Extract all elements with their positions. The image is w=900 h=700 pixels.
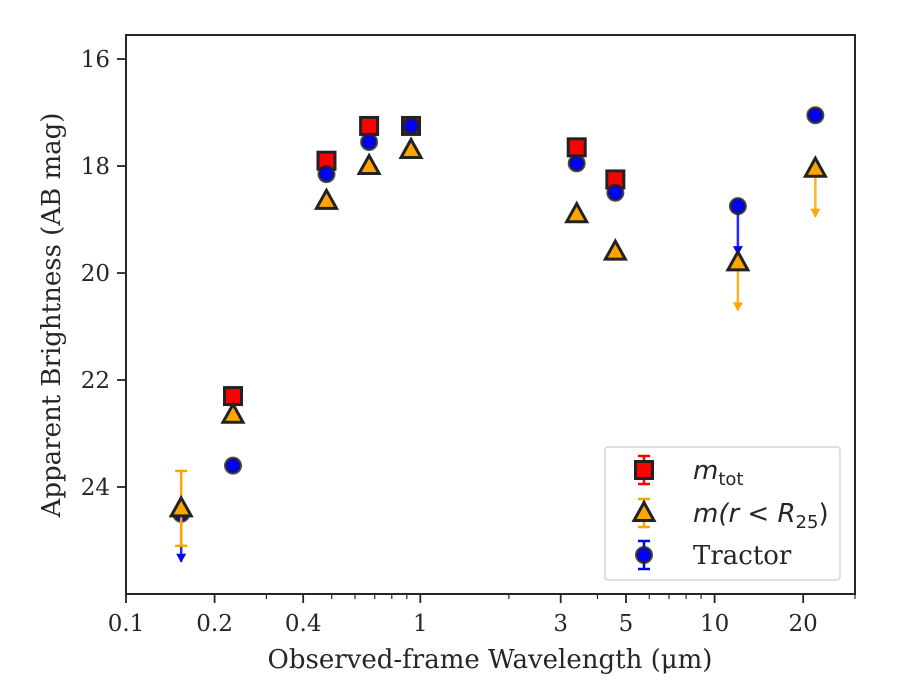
triangle-point-1 bbox=[220, 401, 246, 424]
triangle-point-6 bbox=[602, 238, 628, 261]
legend-marker-0 bbox=[634, 460, 654, 480]
circle-point-3 bbox=[360, 132, 379, 151]
legend-label-main-0: m bbox=[693, 456, 718, 486]
data-marks bbox=[168, 106, 828, 563]
series-triangle bbox=[168, 136, 828, 548]
triangle-point-2 bbox=[313, 187, 340, 210]
square-point-2 bbox=[359, 115, 380, 136]
x-tick-label-4: 3 bbox=[553, 611, 568, 637]
triangle-point-8 bbox=[802, 155, 828, 178]
circle-point-8 bbox=[806, 106, 825, 125]
x-axis-label: Observed-frame Wavelength (μm) bbox=[268, 645, 713, 675]
legend-label-tail-1: ) bbox=[818, 499, 828, 529]
square-point-4 bbox=[566, 137, 587, 158]
x-tick-label-0: 0.1 bbox=[108, 611, 145, 637]
x-tick-label-3: 1 bbox=[413, 611, 428, 637]
triangle-point-4 bbox=[398, 136, 424, 160]
legend: mtot m(r < R25) Tractor bbox=[604, 446, 841, 581]
x-tick-label-7: 20 bbox=[789, 611, 818, 637]
circle-point-4 bbox=[402, 116, 421, 135]
y-tick-label-0: 16 bbox=[81, 47, 110, 73]
triangle-point-7 bbox=[725, 248, 751, 272]
x-tick-label-1: 0.2 bbox=[196, 611, 233, 637]
y-tick-label-1: 18 bbox=[81, 154, 110, 180]
legend-label-main-1: m(r < R bbox=[693, 499, 796, 529]
triangle-point-0 bbox=[168, 494, 194, 518]
triangle-point-8-limit-arrow bbox=[810, 208, 821, 218]
circle-point-2 bbox=[317, 165, 336, 184]
circle-point-0-limit-arrow bbox=[176, 553, 187, 563]
y-tick-label-4: 24 bbox=[81, 475, 110, 501]
triangle-point-7-limit-arrow bbox=[732, 302, 743, 312]
legend-label-sub-1: 25 bbox=[796, 512, 819, 533]
circle-point-7 bbox=[728, 197, 747, 216]
legend-marker-2 bbox=[635, 546, 653, 564]
legend-label-0: mtot bbox=[693, 456, 743, 490]
legend-label-1: m(r < R25) bbox=[693, 499, 829, 533]
x-tick-label-2: 0.4 bbox=[285, 611, 322, 637]
legend-marker-1 bbox=[631, 499, 657, 522]
triangle-point-5 bbox=[564, 200, 590, 224]
y-tick-label-2: 20 bbox=[81, 261, 110, 287]
circle-point-5 bbox=[567, 154, 586, 173]
circle-point-6 bbox=[606, 183, 625, 202]
legend-label-sub-0: tot bbox=[718, 469, 743, 490]
plot-frame bbox=[125, 34, 856, 595]
y-tick-label-3: 22 bbox=[81, 368, 110, 394]
x-tick-label-5: 5 bbox=[619, 611, 634, 637]
x-tick-label-6: 10 bbox=[700, 611, 729, 637]
circle-point-1 bbox=[224, 456, 243, 475]
legend-box bbox=[604, 446, 841, 581]
triangle-point-3 bbox=[356, 152, 382, 176]
y-axis-label: Apparent Brightness (AB mag) bbox=[37, 113, 67, 519]
axes: 0.1 0.2 0.4 1 3 5 10 20 16 18 20 22 24 bbox=[81, 47, 856, 637]
legend-label-2: Tractor bbox=[693, 541, 792, 571]
